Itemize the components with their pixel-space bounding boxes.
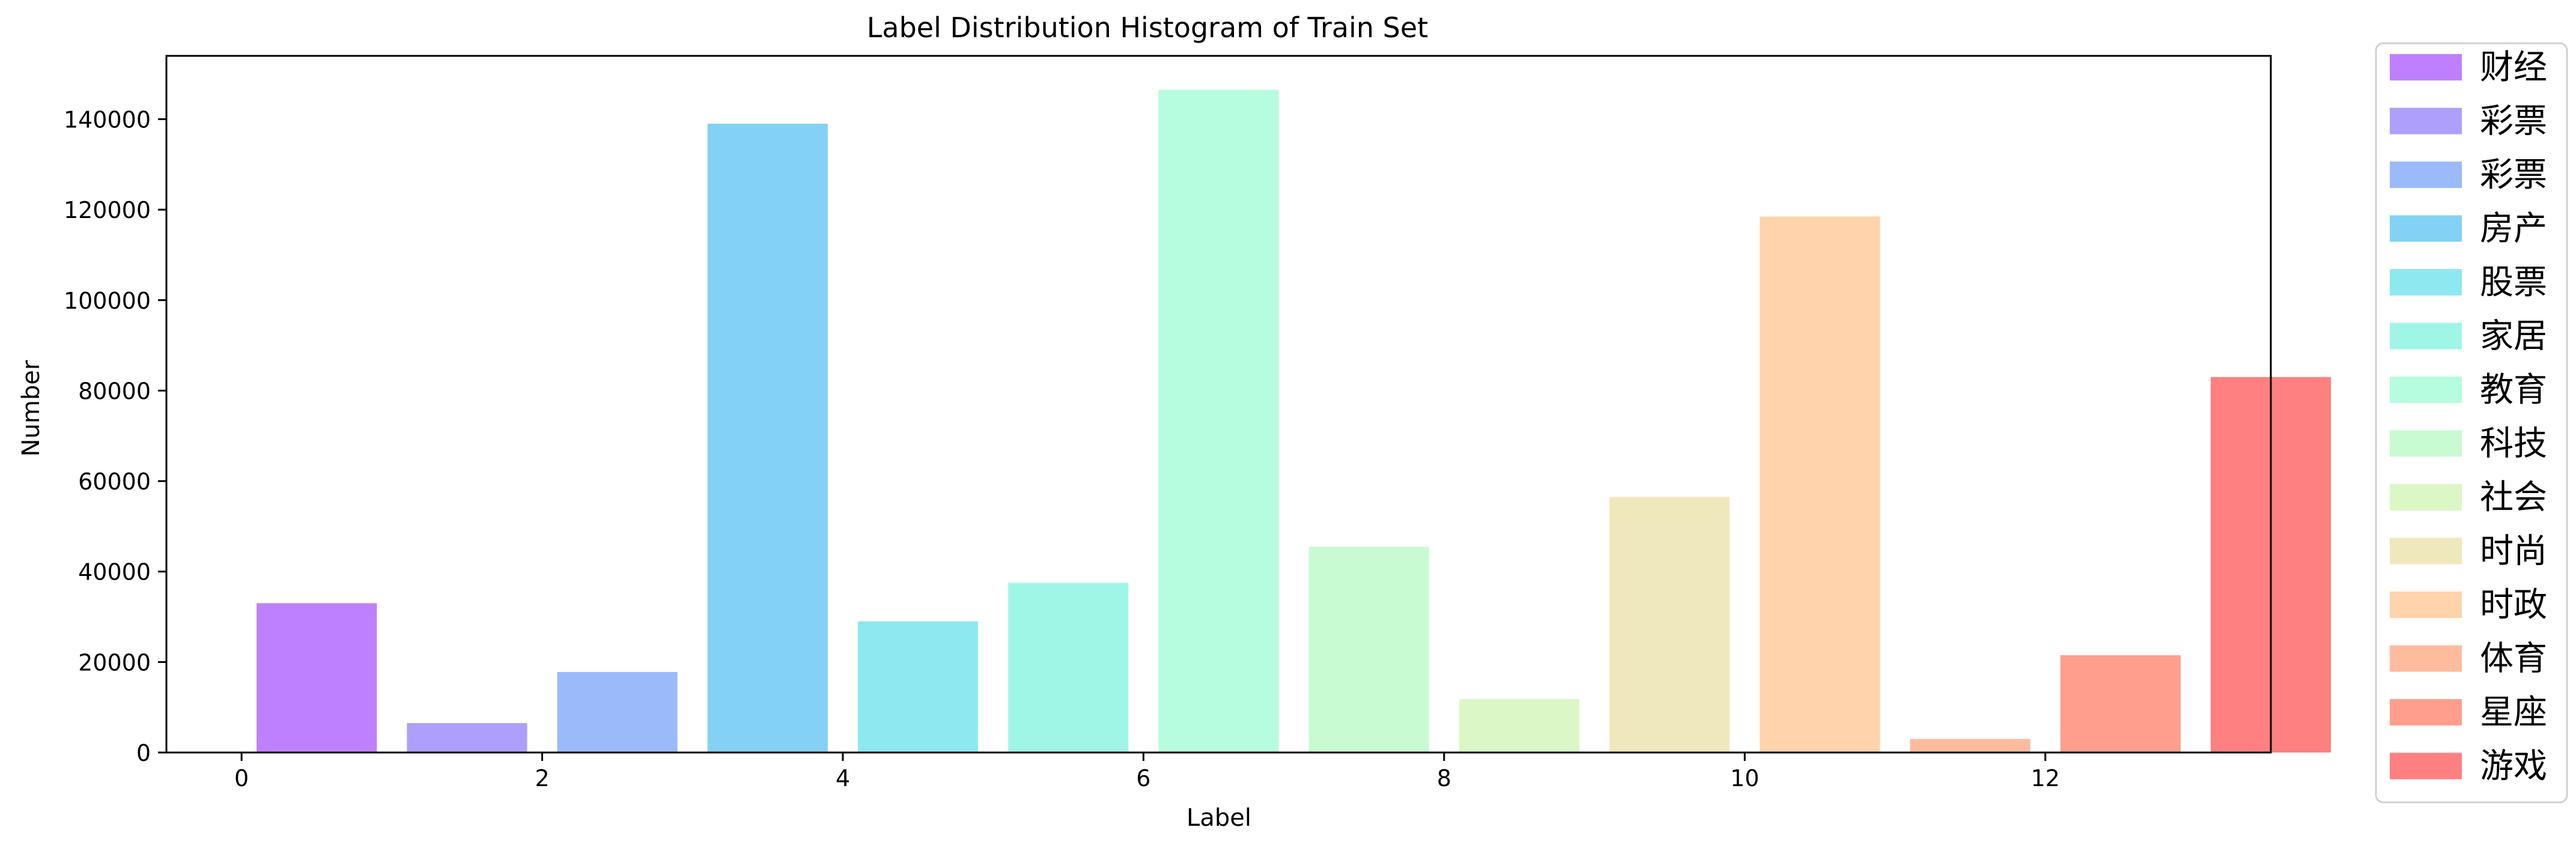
legend-label-4: 股票 <box>2480 263 2547 302</box>
x-tick-label: 2 <box>535 765 549 792</box>
legend-label-10: 时政 <box>2480 586 2547 625</box>
legend-label-5: 家居 <box>2480 317 2547 356</box>
bar-6 <box>1158 89 1279 753</box>
legend-label-11: 体育 <box>2480 640 2547 679</box>
legend-swatch-3 <box>2390 215 2462 242</box>
legend-label-1: 彩票 <box>2480 102 2547 141</box>
bar-1 <box>407 723 527 753</box>
plot-frame <box>165 55 2272 754</box>
legend-swatch-4 <box>2390 269 2462 295</box>
legend-label-7: 科技 <box>2480 425 2547 464</box>
x-axis: 0 2 4 6 8 10 12 <box>234 753 2060 792</box>
y-tick-label: 0 <box>136 740 151 766</box>
x-axis-label: Label <box>1186 804 1251 832</box>
chart-title: Label Distribution Histogram of Train Se… <box>867 11 1428 44</box>
legend-swatch-1 <box>2390 108 2462 135</box>
x-tick-label: 8 <box>1437 765 1451 792</box>
legend-swatch-11 <box>2390 645 2462 672</box>
legend-swatch-6 <box>2390 377 2462 403</box>
x-tick-label: 10 <box>1730 765 1759 792</box>
x-tick-label: 0 <box>234 765 249 792</box>
bar-11 <box>1910 739 2031 753</box>
bar-7 <box>1308 547 1429 753</box>
y-tick-label: 20000 <box>78 649 151 676</box>
bar-4 <box>857 621 979 753</box>
legend-label-12: 星座 <box>2480 693 2547 732</box>
legend-label-0: 财经 <box>2480 48 2547 87</box>
bar-9 <box>1609 497 1730 753</box>
legend-label-6: 教育 <box>2480 371 2547 410</box>
x-tick-label: 12 <box>2031 765 2059 792</box>
x-tick-label: 4 <box>836 765 850 792</box>
bar-12 <box>2060 655 2181 753</box>
legend-swatch-12 <box>2390 699 2462 725</box>
legend-swatch-9 <box>2390 538 2462 565</box>
legend-label-9: 时尚 <box>2480 532 2547 571</box>
legend-label-8: 社会 <box>2480 478 2547 517</box>
y-tick-label: 120000 <box>64 197 151 223</box>
bars-group <box>257 89 2331 753</box>
legend-swatch-2 <box>2390 162 2462 188</box>
bar-3 <box>707 123 828 753</box>
x-tick-label: 6 <box>1136 765 1150 792</box>
y-tick-label: 100000 <box>64 288 151 314</box>
bar-10 <box>1760 216 1880 753</box>
bar-8 <box>1459 699 1580 753</box>
y-tick-label: 80000 <box>78 378 151 404</box>
legend-swatch-0 <box>2390 54 2462 80</box>
legend-label-3: 房产 <box>2480 210 2547 249</box>
bar-2 <box>557 671 678 753</box>
y-axis: 0 20000 40000 60000 80000 100000 120000 140000 <box>64 106 166 766</box>
y-tick-label: 40000 <box>78 559 151 586</box>
y-tick-label: 140000 <box>64 106 151 133</box>
bar-5 <box>1008 583 1129 753</box>
legend-swatch-13 <box>2390 753 2462 780</box>
legend-label-2: 彩票 <box>2480 156 2547 195</box>
legend-swatch-7 <box>2390 430 2462 457</box>
legend-swatch-8 <box>2390 484 2462 510</box>
y-axis-label: Number <box>17 360 45 456</box>
legend-swatch-10 <box>2390 592 2462 618</box>
legend-label-13: 游戏 <box>2480 747 2547 786</box>
legend-swatch-5 <box>2390 323 2462 350</box>
bar-0 <box>257 603 377 753</box>
y-tick-label: 60000 <box>78 468 151 495</box>
